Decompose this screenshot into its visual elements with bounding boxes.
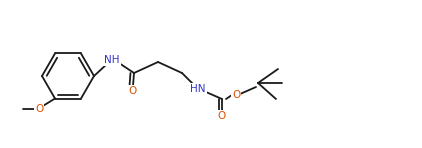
Text: O: O: [217, 111, 225, 121]
Text: NH: NH: [104, 55, 120, 65]
Text: HN: HN: [190, 84, 206, 94]
Text: O: O: [128, 86, 136, 96]
Text: O: O: [232, 90, 240, 100]
Text: O: O: [35, 103, 43, 114]
